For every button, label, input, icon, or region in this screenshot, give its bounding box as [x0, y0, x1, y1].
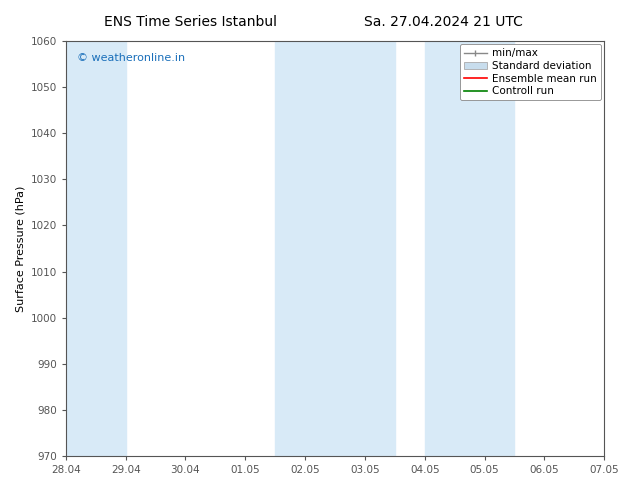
Bar	[425, 41, 514, 456]
Text: ENS Time Series Istanbul: ENS Time Series Istanbul	[104, 15, 276, 29]
Legend: min/max, Standard deviation, Ensemble mean run, Controll run: min/max, Standard deviation, Ensemble me…	[460, 44, 601, 100]
Text: Sa. 27.04.2024 21 UTC: Sa. 27.04.2024 21 UTC	[365, 15, 523, 29]
Bar	[275, 41, 395, 456]
Text: © weatheronline.in: © weatheronline.in	[77, 53, 184, 64]
Y-axis label: Surface Pressure (hPa): Surface Pressure (hPa)	[15, 185, 25, 312]
Bar	[36, 41, 126, 456]
